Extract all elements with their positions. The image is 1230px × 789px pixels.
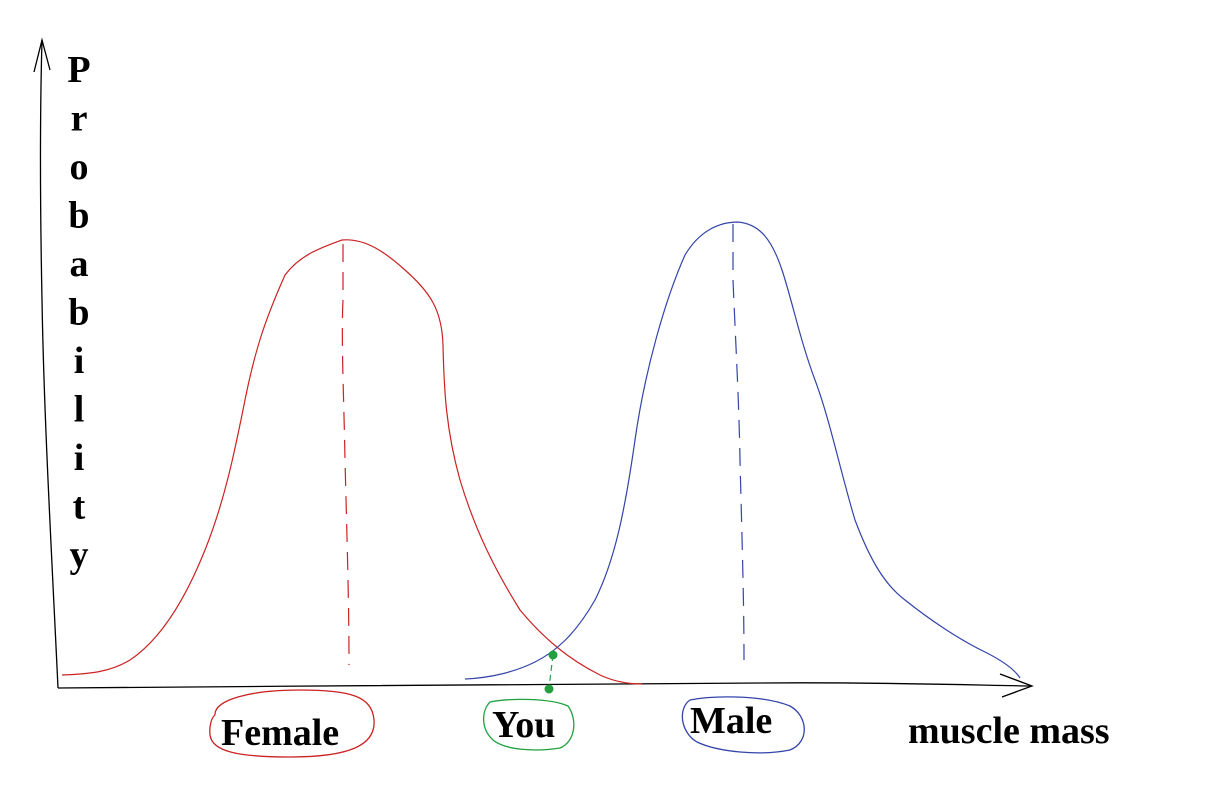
female-label-ring (209, 689, 375, 758)
x-axis-arrowhead (999, 673, 1034, 698)
female-label: Female (221, 712, 339, 754)
y-axis-label-letter: b (68, 195, 89, 237)
y-axis-arrowhead (33, 37, 51, 73)
you-marker (544, 650, 558, 694)
you-label-ring (482, 698, 575, 751)
you-axis-dot (544, 684, 554, 694)
female-mean-line (341, 244, 350, 666)
y-axis-label-letter: l (74, 389, 85, 431)
male-label-ring (681, 696, 805, 754)
y-axis-label-letter: o (70, 146, 89, 188)
y-axis-label-letter: t (73, 486, 86, 528)
x-axis-label: muscle mass (908, 710, 1110, 752)
you-indicator-line (548, 654, 554, 689)
y-axis-label-letter: i (74, 340, 85, 382)
male-curve (464, 221, 1021, 680)
male-distribution (464, 221, 1021, 680)
x-axis (57, 682, 1031, 689)
female-distribution (61, 239, 643, 685)
you-label-group: You (482, 698, 575, 751)
y-axis-label-letter: P (67, 49, 90, 91)
y-axis-label-letter: r (71, 98, 88, 140)
y-axis-label-letter: b (68, 292, 89, 334)
female-curve (61, 239, 643, 685)
male-mean-line (732, 224, 745, 661)
male-label: Male (690, 700, 772, 742)
y-axis (39, 39, 59, 689)
y-axis-label-letter: i (74, 437, 85, 479)
axes (33, 37, 1034, 698)
y-axis-label-letter: a (70, 243, 89, 285)
female-label-group: Female (209, 689, 375, 758)
you-label: You (492, 704, 555, 746)
y-axis-label-letter: y (70, 534, 89, 576)
male-label-group: Male (681, 696, 805, 754)
you-intersection-dot (548, 650, 558, 660)
